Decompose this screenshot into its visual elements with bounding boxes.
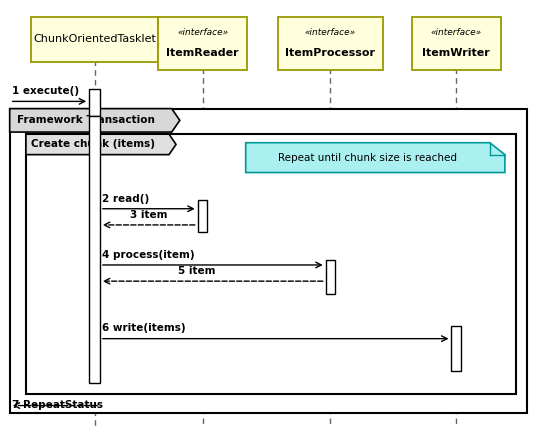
Text: 3 item: 3 item xyxy=(130,210,167,220)
FancyBboxPatch shape xyxy=(198,200,207,232)
FancyBboxPatch shape xyxy=(89,116,100,383)
Text: Framework Transaction: Framework Transaction xyxy=(17,115,155,125)
Polygon shape xyxy=(246,143,505,173)
Polygon shape xyxy=(26,134,516,394)
FancyBboxPatch shape xyxy=(31,17,158,62)
Text: Repeat until chunk size is reached: Repeat until chunk size is reached xyxy=(278,153,457,163)
Text: 2 read(): 2 read() xyxy=(102,194,148,204)
Text: ChunkOrientedTasklet: ChunkOrientedTasklet xyxy=(33,35,156,44)
Text: «interface»: «interface» xyxy=(177,29,228,37)
Text: «interface»: «interface» xyxy=(431,29,482,37)
FancyBboxPatch shape xyxy=(278,17,383,70)
FancyBboxPatch shape xyxy=(451,326,461,371)
Text: 5 item: 5 item xyxy=(178,266,215,276)
Text: ItemProcessor: ItemProcessor xyxy=(286,49,375,58)
Text: Create chunk (items): Create chunk (items) xyxy=(31,139,155,150)
FancyBboxPatch shape xyxy=(412,17,501,70)
Polygon shape xyxy=(10,109,526,413)
Text: 1 execute(): 1 execute() xyxy=(12,86,79,96)
Text: 6 write(items): 6 write(items) xyxy=(102,323,185,333)
Text: ItemReader: ItemReader xyxy=(166,49,239,58)
Polygon shape xyxy=(10,109,180,132)
Polygon shape xyxy=(26,134,176,155)
FancyBboxPatch shape xyxy=(158,17,247,70)
Text: 7 RepeatStatus: 7 RepeatStatus xyxy=(12,400,103,410)
Text: 4 process(item): 4 process(item) xyxy=(102,250,194,260)
Text: «interface»: «interface» xyxy=(305,29,356,37)
FancyBboxPatch shape xyxy=(89,89,100,116)
FancyBboxPatch shape xyxy=(326,260,335,294)
Text: ItemWriter: ItemWriter xyxy=(422,49,490,58)
